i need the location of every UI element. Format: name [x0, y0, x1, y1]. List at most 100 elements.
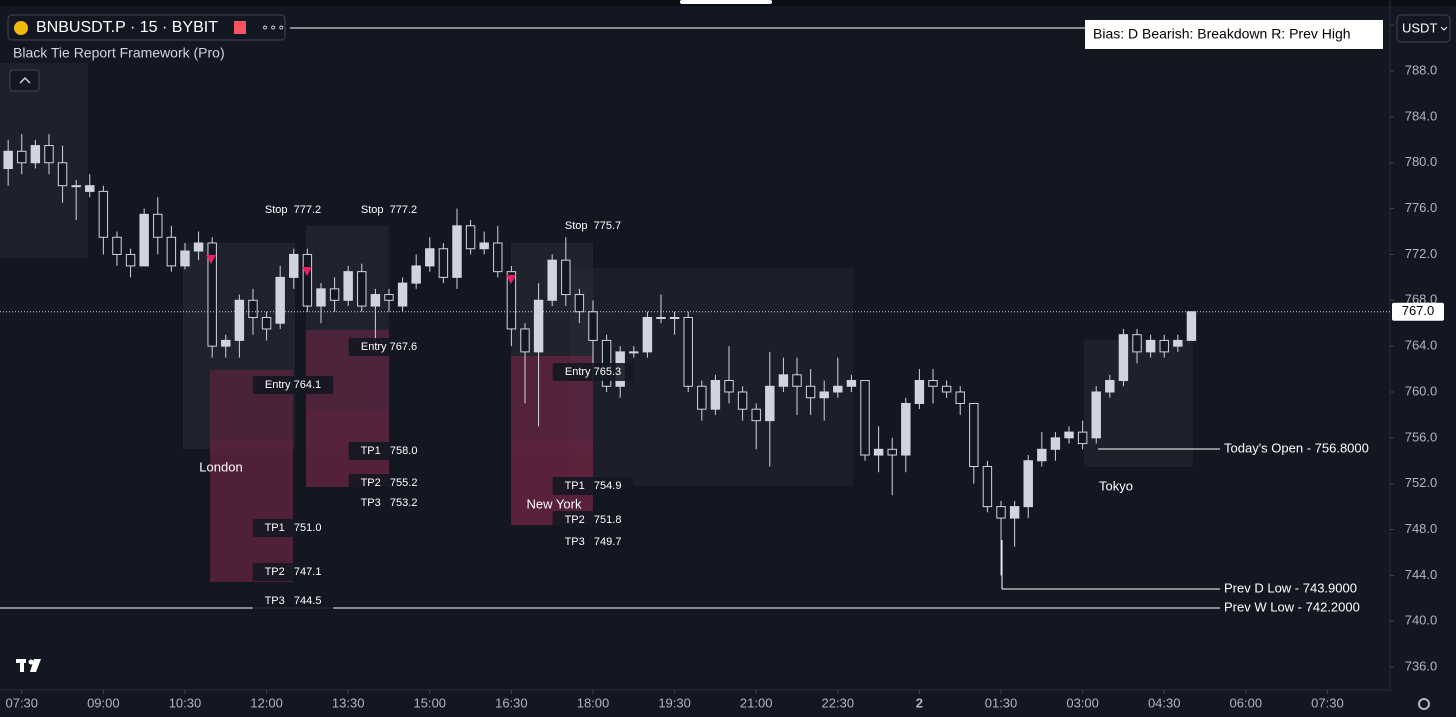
candle-body: [1037, 448, 1047, 462]
x-tick-label: 15:00: [414, 695, 447, 710]
trade-label: TP3 749.7: [565, 536, 622, 548]
x-tick-label: 06:00: [1230, 695, 1263, 710]
annotations: 736.0 740.0 744.0 748.0 752.0 756.0 760.0 764.0…: [0, 17, 1444, 710]
trade-label-box: [348, 494, 430, 512]
y-tick-label: 756.0: [1405, 429, 1438, 444]
candle-body: [846, 380, 857, 387]
candle-body: [928, 380, 938, 387]
currency[interactable]: USDT: [1402, 20, 1437, 35]
session-label: Tokyo: [1099, 478, 1133, 493]
zone: [306, 330, 389, 487]
currency-caret: [1440, 26, 1448, 31]
candle-body: [914, 380, 925, 404]
candle-body: [275, 276, 285, 324]
level-label: Today's Open - 756.8000: [1224, 440, 1369, 455]
x-tick-label: 13:30: [332, 695, 365, 710]
y-tick-label: 772.0: [1405, 246, 1438, 261]
candle-body: [520, 328, 530, 353]
candle-body: [588, 311, 598, 341]
trade-label: TP2 747.1: [265, 566, 322, 578]
candle-body: [370, 294, 381, 307]
candles: [3, 134, 1197, 576]
candle-body: [860, 380, 870, 456]
trade-label-box: [348, 442, 430, 460]
trade-label: TP2 751.8: [565, 514, 622, 526]
y-tick-label: 784.0: [1405, 108, 1438, 123]
candle-body: [901, 402, 911, 456]
candle-body: [982, 465, 993, 508]
candle-body: [289, 253, 299, 278]
candle-body: [17, 150, 27, 164]
trade-label-box: [252, 563, 334, 581]
candle-body: [139, 213, 149, 267]
candle-body: [1105, 380, 1115, 393]
sell-arrow: [506, 275, 516, 284]
trade-label-box: [552, 477, 634, 495]
currency-box[interactable]: [1396, 14, 1451, 43]
candle-body: [792, 374, 802, 387]
candle-body: [71, 185, 81, 188]
candle-body: [1186, 311, 1197, 341]
y-tick-label: 760.0: [1405, 383, 1438, 398]
candle-body: [737, 391, 748, 410]
candle-body: [493, 242, 503, 273]
x-tick-label: 19:30: [658, 695, 691, 710]
flag-icon[interactable]: [234, 21, 246, 34]
trade-label-box: [348, 338, 430, 356]
sell-arrow: [302, 267, 312, 276]
tab-indicator: [680, 0, 772, 4]
trade-label: Stop 777.2: [361, 204, 417, 216]
candle-body: [533, 299, 544, 353]
bias-box: [1085, 20, 1383, 49]
x-tick-label: 07:30: [5, 695, 38, 710]
zone: [210, 370, 293, 582]
trade-label: TP1 751.0: [265, 522, 322, 534]
y-tick-label: 752.0: [1405, 475, 1438, 490]
candle-body: [357, 271, 367, 307]
candle-body: [996, 506, 1006, 519]
more-dots[interactable]: ∘∘∘: [261, 19, 285, 34]
candle-body: [316, 288, 326, 307]
candle-body: [873, 448, 884, 456]
candle-body: [1023, 460, 1033, 508]
indicator-name[interactable]: Black Tie Report Framework (Pro): [13, 45, 225, 61]
symbol[interactable]: BNBUSDT.P · 15 · BYBIT: [36, 19, 218, 36]
symbol-box[interactable]: [7, 14, 286, 41]
y-tick-label: 776.0: [1405, 200, 1438, 215]
x-tick-label: 2: [916, 695, 923, 710]
collapse-button[interactable]: [9, 69, 40, 92]
settings-icon[interactable]: [1418, 698, 1430, 710]
candle-body: [343, 271, 353, 301]
candle-body: [30, 145, 41, 164]
candle-body: [724, 380, 734, 393]
x-tick-label: 04:30: [1148, 695, 1181, 710]
candle-body: [248, 299, 258, 318]
candle-body: [125, 253, 136, 267]
tv-logo: [16, 659, 41, 672]
x-tick-label: 21:00: [740, 695, 773, 710]
sell-arrow: [206, 255, 216, 264]
candle-body: [629, 351, 639, 354]
candle-body: [193, 242, 204, 252]
collapse-icon: [19, 76, 31, 84]
candle-body: [683, 316, 693, 387]
candle-body: [1173, 339, 1183, 347]
trade-label: TP2 755.2: [361, 477, 418, 489]
trade-label: Entry 765.3: [565, 366, 621, 378]
zone: [0, 63, 88, 258]
x-tick-label: 12:00: [250, 695, 283, 710]
candle-body: [452, 225, 462, 278]
candle-body: [180, 250, 190, 267]
y-tick-label: 744.0: [1405, 567, 1438, 582]
trade-label: TP3 753.2: [361, 497, 418, 509]
x-tick-label: 03:00: [1066, 695, 1099, 710]
candle-body: [1064, 431, 1074, 439]
candle-body: [1009, 506, 1020, 519]
y-tick-label: 736.0: [1405, 659, 1438, 674]
candle-body: [221, 339, 231, 347]
candle-body: [329, 288, 340, 301]
candle-body: [112, 236, 122, 255]
candle-body: [1118, 334, 1129, 382]
